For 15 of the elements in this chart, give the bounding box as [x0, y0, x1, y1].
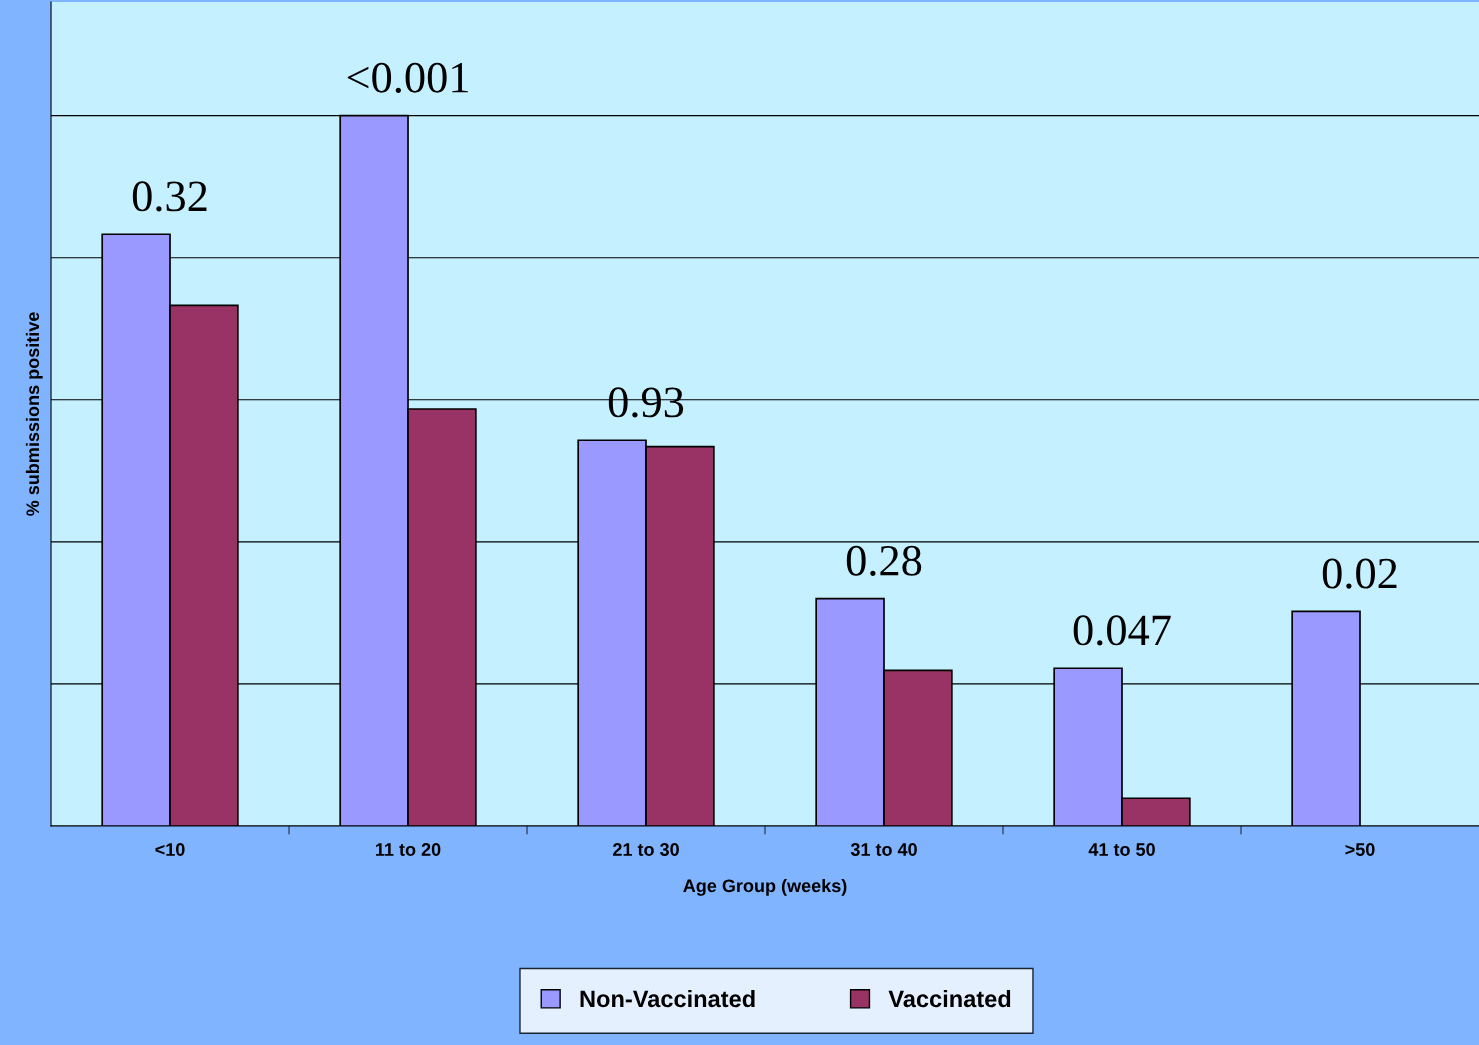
annotation: 0.02	[1322, 558, 1397, 589]
x-tick-label: 21 to 30	[613, 843, 679, 856]
annotation: 0.32	[132, 181, 207, 212]
annotation: 0.28	[846, 545, 922, 576]
legend-label: Non-Vaccinated	[580, 989, 755, 1008]
legend-label: Vaccinated	[888, 989, 1011, 1008]
text: <0.001	[347, 62, 468, 93]
x-tick-label: 41 to 50	[1088, 843, 1155, 856]
annotation: 0.047	[1073, 615, 1171, 646]
y-axis-title: % submissions positive	[25, 312, 43, 516]
x-tick-label: <10	[155, 843, 185, 856]
x-tick-label: >50	[1345, 843, 1375, 856]
x-tick-label: 31 to 40	[850, 843, 917, 856]
x-axis-title: Age Group (weeks)	[683, 878, 847, 896]
x-tick-label: 11 to 20	[376, 843, 441, 856]
